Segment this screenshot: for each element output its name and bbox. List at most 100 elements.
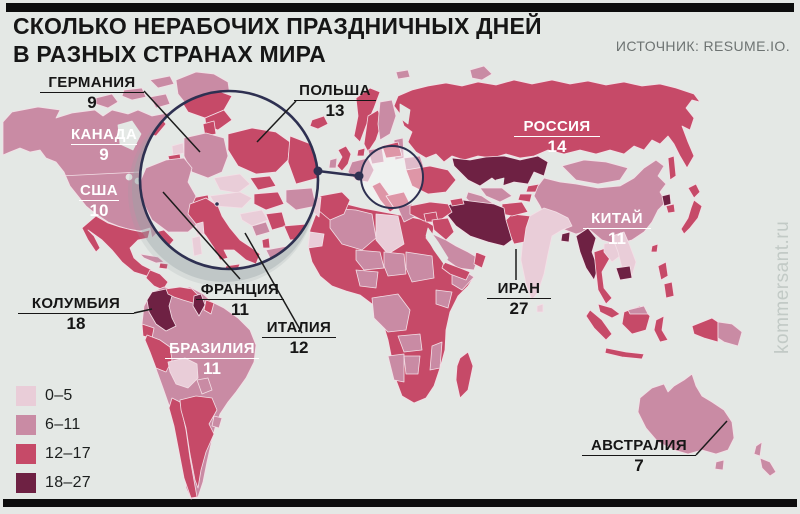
region-libya xyxy=(375,213,405,255)
country-label-russia: РОССИЯ 14 xyxy=(514,118,600,157)
legend: 0–5 6–11 12–17 18–27 xyxy=(16,385,91,501)
region-papua-new-guinea xyxy=(717,321,743,347)
region-niger xyxy=(355,249,385,271)
region-argentina xyxy=(179,395,218,489)
legend-row: 12–17 xyxy=(16,443,91,464)
region-algeria xyxy=(329,207,377,251)
country-value: 11 xyxy=(231,300,249,320)
region-japan-honshu xyxy=(680,199,703,235)
country-value: 11 xyxy=(203,359,221,379)
region-java xyxy=(604,347,645,360)
region-russia xyxy=(393,79,701,169)
arctic-island xyxy=(149,75,175,89)
country-label-italy: ИТАЛИЯ 12 xyxy=(262,319,336,358)
legend-row: 0–5 xyxy=(16,385,91,406)
leader-italy xyxy=(244,232,303,334)
country-value: 14 xyxy=(547,137,567,157)
region-new-guinea-west xyxy=(691,317,719,343)
region-malaysia xyxy=(597,303,621,319)
region-yemen xyxy=(441,261,471,281)
country-value: 27 xyxy=(509,299,529,319)
country-name: ПОЛЬША xyxy=(294,82,376,102)
region-nigeria xyxy=(355,269,379,289)
lens-sardinia xyxy=(191,235,203,257)
lens-hungary xyxy=(253,191,285,211)
region-paraguay xyxy=(196,377,213,395)
country-label-china: КИТАЙ 11 xyxy=(583,210,651,249)
region-taiwan xyxy=(650,243,659,253)
source-credit: ИСТОЧНИК: RESUME.IO. xyxy=(615,38,790,54)
lens-vatican-dot xyxy=(214,201,220,207)
region-madagascar xyxy=(455,351,474,399)
country-label-canada: КАНАДА 9 xyxy=(71,126,137,165)
lens-bosnia xyxy=(251,221,271,237)
region-denmark xyxy=(356,147,366,157)
country-value: 7 xyxy=(634,456,644,476)
legend-swatch-0-5 xyxy=(16,385,36,406)
country-label-australia: АВСТРАЛИЯ 7 xyxy=(582,437,696,476)
hudson-bay xyxy=(117,120,142,151)
region-sakhalin xyxy=(667,155,677,181)
region-tasmania xyxy=(714,459,725,471)
great-lake xyxy=(125,173,133,181)
legend-swatch-18-27 xyxy=(16,472,36,493)
country-value: 11 xyxy=(608,229,626,249)
country-name: ГЕРМАНИЯ xyxy=(40,74,144,94)
country-name: КИТАЙ xyxy=(583,210,651,230)
lens-connector-dot xyxy=(354,171,364,181)
region-french-guiana xyxy=(203,299,215,315)
leader-lines xyxy=(133,90,728,456)
region-norway xyxy=(353,87,381,143)
legend-row: 6–11 xyxy=(16,414,91,435)
novaya-zemlya xyxy=(469,65,493,81)
region-new-zealand-north xyxy=(753,441,763,457)
region-iceland xyxy=(309,115,329,130)
lens-romania xyxy=(285,187,317,211)
country-label-germany: ГЕРМАНИЯ 9 xyxy=(40,74,144,113)
leader-france xyxy=(162,191,241,280)
lens-croatia xyxy=(239,209,269,227)
aral-sea xyxy=(494,177,505,187)
arctic-island xyxy=(149,93,171,109)
region-kazakhstan xyxy=(451,155,549,187)
country-value: 9 xyxy=(99,145,109,165)
country-label-france: ФРАНЦИЯ 11 xyxy=(196,281,284,320)
region-cuba xyxy=(139,253,165,264)
region-caucasus xyxy=(449,197,465,207)
red-sea xyxy=(425,227,449,265)
region-chad xyxy=(383,251,407,277)
country-name: США xyxy=(79,182,119,202)
region-ukraine xyxy=(405,165,457,195)
lens-slovakia xyxy=(249,175,277,191)
caribbean-island xyxy=(158,262,169,270)
region-sri-lanka xyxy=(536,303,544,313)
region-bangladesh xyxy=(560,231,571,243)
white-sea xyxy=(399,103,411,125)
region-borneo-north xyxy=(627,305,649,315)
region-oman xyxy=(473,251,487,269)
region-ireland xyxy=(328,157,338,169)
leader-poland xyxy=(256,100,297,143)
region-sudan xyxy=(405,251,435,283)
arctic-island xyxy=(121,87,147,101)
region-mongolia xyxy=(561,159,629,185)
region-namibia xyxy=(387,353,405,383)
region-south-korea xyxy=(665,203,676,214)
bottom-rule xyxy=(3,499,797,507)
svalbard xyxy=(395,69,411,80)
region-finland xyxy=(377,99,397,141)
region-sweden xyxy=(363,109,383,153)
country-name: КОЛУМБИЯ xyxy=(18,295,134,315)
region-japan xyxy=(687,183,701,199)
legend-range: 0–5 xyxy=(45,386,73,404)
top-rule xyxy=(6,3,794,12)
region-uzbekistan xyxy=(479,187,513,203)
region-peru xyxy=(144,334,173,373)
legend-range: 18–27 xyxy=(45,473,91,491)
region-tajikistan xyxy=(517,193,533,203)
region-dr-congo xyxy=(371,293,411,333)
lens-czechia xyxy=(213,173,251,194)
country-name: ИТАЛИЯ xyxy=(262,319,336,339)
